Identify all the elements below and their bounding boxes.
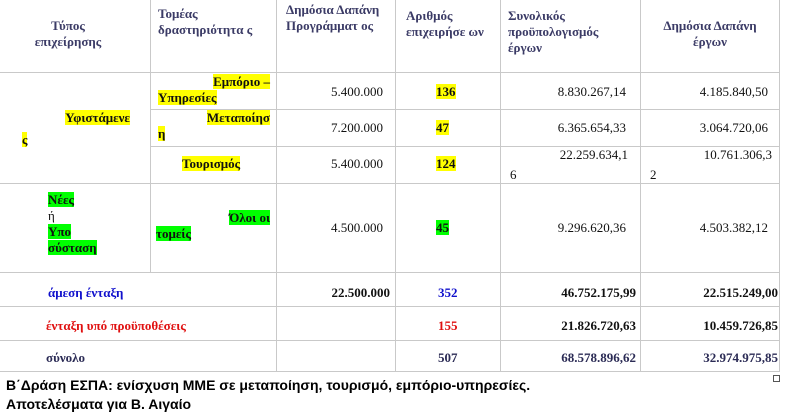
header-sector: Τομέας δραστηριότητα ς (158, 6, 253, 37)
header-num-businesses: Αριθμός επιχειρήσε ων (406, 8, 484, 39)
direct-public-spending: 22.515.249,00 (703, 285, 778, 300)
sector-trade-services: Εμπόριο – Υπηρεσίες (158, 74, 270, 105)
row2-public-spending: 3.064.720,06 (699, 120, 768, 135)
row2-total-budget: 6.365.654,33 (557, 120, 626, 135)
row2-count: 47 (436, 120, 449, 135)
sector-tourism: Τουρισμός (182, 156, 241, 171)
conditional-total-budget: 21.826.720,63 (561, 318, 636, 333)
sector-manufacturing: Μεταποίησ η (158, 110, 270, 141)
sum-label: σύνολο (46, 350, 86, 365)
sector-all: Όλοι οι τομείς (156, 210, 270, 241)
row3-count: 124 (436, 156, 456, 171)
direct-total-budget: 46.752.175,99 (561, 285, 636, 300)
row1-total-budget: 8.830.267,14 (557, 84, 626, 99)
caption: Β΄Δράση ΕΣΠΑ: ενίσχυση ΜΜΕ σε μεταποίηση… (6, 376, 530, 414)
row1-public-spending: 4.185.840,50 (699, 84, 768, 99)
header-public-budget: Δημόσια Δαπάνη Προγράμματ ος (286, 2, 380, 33)
new-businesses-label: Νέες ή Υπο σύσταση (48, 192, 97, 255)
direct-inclusion-label: άμεση ένταξη (48, 285, 124, 300)
row2-public-budget: 7.200.000 (331, 120, 383, 135)
resize-handle[interactable] (773, 375, 780, 382)
caption-line-2: Αποτελέσματα για Β. Αιγαίο (6, 396, 192, 412)
sum-count: 507 (438, 350, 458, 365)
conditional-inclusion-label: ένταξη υπό προϋποθέσεις (46, 318, 186, 333)
new-count: 45 (436, 220, 449, 235)
sum-total-budget: 68.578.896,62 (561, 350, 636, 365)
row1-count: 136 (436, 84, 456, 99)
header-total-budget: Συνολικός προϋπολογισμός έργων (508, 8, 599, 55)
new-total-budget: 9.296.620,36 (557, 220, 626, 235)
results-table: Τύπος επιχείρησης Τομέας δραστηριότητα ς… (0, 0, 780, 372)
direct-public-budget: 22.500.000 (331, 285, 391, 300)
row3-public-budget: 5.400.000 (331, 156, 383, 171)
row1-public-budget: 5.400.000 (331, 84, 383, 99)
row3-total-budget: 22.259.634,1 6 (510, 147, 628, 182)
caption-line-1: Β΄Δράση ΕΣΠΑ: ενίσχυση ΜΜΕ σε μεταποίηση… (6, 377, 531, 393)
existing-businesses-label: Υφιστάμενε ς (22, 110, 130, 147)
header-business-type: Τύπος επιχείρησης (34, 18, 102, 49)
conditional-public-spending: 10.459.726,85 (703, 318, 778, 333)
new-public-budget: 4.500.000 (331, 220, 383, 235)
sum-public-spending: 32.974.975,85 (703, 350, 778, 365)
new-public-spending: 4.503.382,12 (699, 220, 768, 235)
row3-public-spending: 10.761.306,3 2 (650, 147, 772, 182)
direct-count: 352 (438, 285, 458, 300)
header-public-spending: Δημόσια Δαπάνη έργων (663, 18, 757, 49)
conditional-count: 155 (438, 318, 458, 333)
